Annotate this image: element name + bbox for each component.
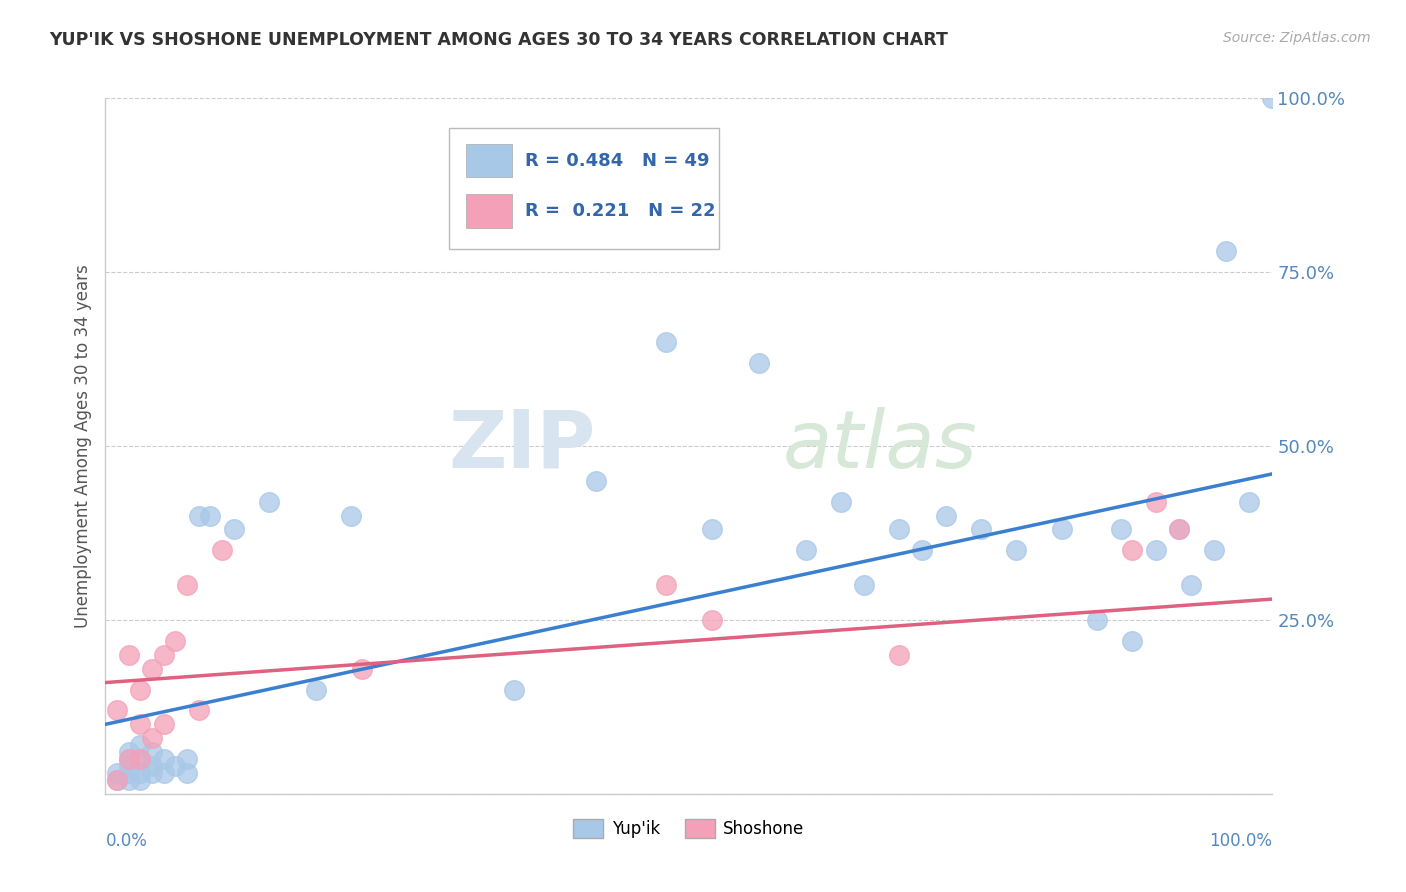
Point <box>654 334 676 349</box>
Point <box>748 355 770 369</box>
Point <box>176 752 198 766</box>
Text: 0.0%: 0.0% <box>105 832 148 850</box>
Point <box>129 752 152 766</box>
Text: atlas: atlas <box>782 407 977 485</box>
Legend: Yup'ik, Shoshone: Yup'ik, Shoshone <box>567 813 811 845</box>
Text: 100.0%: 100.0% <box>1209 832 1272 850</box>
Point <box>1237 494 1260 508</box>
Text: YUP'IK VS SHOSHONE UNEMPLOYMENT AMONG AGES 30 TO 34 YEARS CORRELATION CHART: YUP'IK VS SHOSHONE UNEMPLOYMENT AMONG AG… <box>49 31 948 49</box>
Point <box>1144 543 1167 558</box>
Point <box>105 772 128 787</box>
Point <box>1261 91 1284 105</box>
Point <box>129 738 152 752</box>
Point <box>153 766 174 780</box>
Point <box>118 766 141 780</box>
Point <box>105 772 128 787</box>
Point <box>794 543 817 558</box>
Point <box>222 523 245 537</box>
Point <box>176 766 198 780</box>
Point <box>200 508 222 523</box>
Point <box>187 508 209 523</box>
Point <box>153 752 174 766</box>
Point <box>304 682 326 697</box>
Point <box>1087 613 1109 627</box>
Point <box>129 682 152 697</box>
Point <box>176 578 198 592</box>
Text: R = 0.484   N = 49: R = 0.484 N = 49 <box>524 152 710 169</box>
Point <box>935 508 957 523</box>
Point <box>503 682 526 697</box>
Point <box>852 578 875 592</box>
Point <box>352 662 374 676</box>
Point <box>211 543 233 558</box>
Point <box>1168 523 1191 537</box>
Point <box>129 717 152 731</box>
Point <box>1004 543 1026 558</box>
Point <box>1052 523 1074 537</box>
Point <box>118 759 141 773</box>
Point <box>1202 543 1225 558</box>
Point <box>1121 543 1143 558</box>
Point <box>1109 523 1132 537</box>
Point <box>105 766 128 780</box>
Point <box>129 766 152 780</box>
Y-axis label: Unemployment Among Ages 30 to 34 years: Unemployment Among Ages 30 to 34 years <box>73 264 91 628</box>
Point <box>129 772 152 787</box>
Point <box>339 508 361 523</box>
Point <box>702 523 724 537</box>
Point <box>118 772 141 787</box>
Text: R =  0.221   N = 22: R = 0.221 N = 22 <box>524 202 716 219</box>
Point <box>118 752 141 766</box>
Point <box>129 752 152 766</box>
Point <box>1121 633 1143 648</box>
Point <box>118 745 141 759</box>
Point <box>1144 494 1167 508</box>
Point <box>970 523 993 537</box>
Point <box>585 474 607 488</box>
Point <box>118 752 141 766</box>
Point <box>257 494 280 508</box>
Point <box>141 662 163 676</box>
Point <box>702 613 724 627</box>
Point <box>165 759 187 773</box>
Point <box>141 766 163 780</box>
Point <box>1215 244 1237 259</box>
Point <box>911 543 934 558</box>
Point <box>887 523 910 537</box>
Point <box>141 759 163 773</box>
Point <box>118 648 141 662</box>
Point <box>153 648 174 662</box>
Point <box>1168 523 1191 537</box>
Point <box>141 731 163 746</box>
Text: Source: ZipAtlas.com: Source: ZipAtlas.com <box>1223 31 1371 45</box>
Point <box>141 745 163 759</box>
Point <box>1180 578 1202 592</box>
Point <box>654 578 676 592</box>
Point <box>165 633 187 648</box>
Point <box>105 703 128 717</box>
Point <box>887 648 910 662</box>
Text: ZIP: ZIP <box>449 407 596 485</box>
Point <box>153 717 174 731</box>
Point <box>187 703 209 717</box>
Point <box>830 494 852 508</box>
